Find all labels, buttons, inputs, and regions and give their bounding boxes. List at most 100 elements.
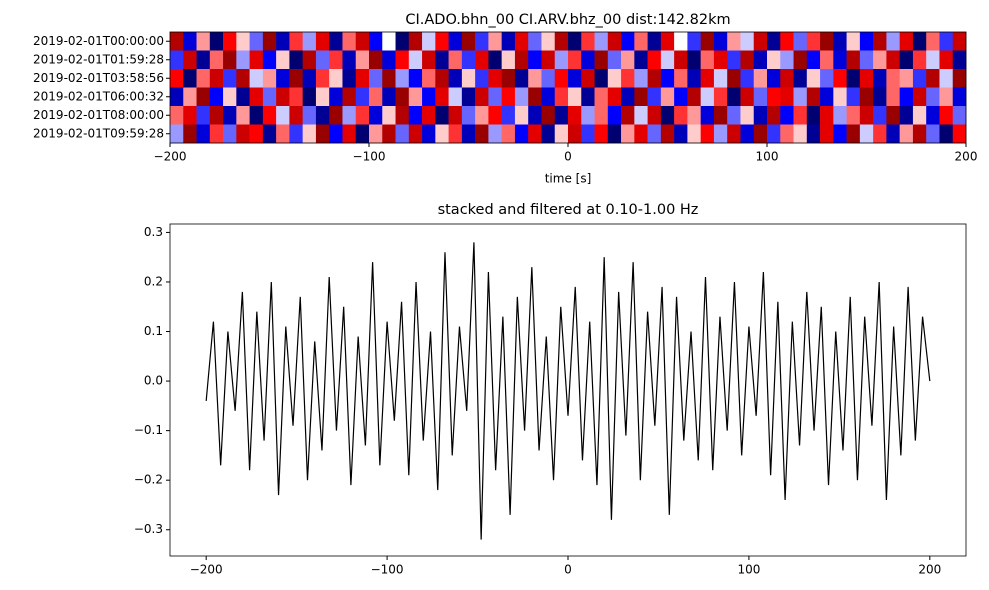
heatmap-cell [767, 32, 781, 51]
y-tick-label: 0.0 [144, 374, 163, 388]
heatmap-cell [554, 106, 569, 125]
heatmap-cell [382, 50, 396, 70]
heatmap-cell [660, 32, 675, 51]
axes-frame [169, 223, 967, 557]
heatmap-cell [926, 32, 940, 51]
heatmap-cell [382, 32, 396, 51]
heatmap-cell [514, 106, 529, 125]
x-tick-label: −200 [154, 150, 187, 164]
heatmap-cell [329, 32, 343, 51]
heatmap-cell [621, 87, 635, 107]
heatmap-cell [514, 124, 529, 144]
heatmap-cell [209, 87, 224, 107]
heatmap-cell [302, 124, 317, 144]
heatmap-cell [912, 124, 927, 144]
heatmap-cell [209, 50, 224, 70]
heatmap-cell [236, 50, 250, 70]
y-tick-label: 2019-02-01T06:00:32 [33, 89, 164, 103]
heatmap-cell [594, 69, 609, 88]
heatmap-cell [223, 87, 237, 107]
heatmap-cell [886, 124, 900, 144]
y-tick-label: −0.3 [134, 522, 163, 536]
heatmap-cell [700, 50, 715, 70]
heatmap-cell [780, 50, 794, 70]
heatmap-cell [607, 87, 622, 107]
heatmap-cell [687, 124, 701, 144]
heatmap-cell [315, 69, 330, 88]
y-tick-label: −0.1 [134, 423, 163, 437]
heatmap-cell [713, 69, 728, 88]
heatmap-cell [899, 32, 914, 51]
heatmap-cell [315, 32, 330, 51]
heatmap-cell [674, 106, 688, 125]
heatmap-cell [568, 50, 582, 70]
heatmap-cell [952, 124, 967, 144]
heatmap-cell [859, 124, 874, 144]
heatmap-cell [408, 87, 423, 107]
heatmap-cell [395, 50, 410, 70]
heatmap-cell [806, 69, 821, 88]
heatmap-cell [223, 106, 237, 125]
heatmap-cell [554, 32, 569, 51]
heatmap-cell [621, 106, 635, 125]
heatmap-cell [408, 32, 423, 51]
x-tick-label: −200 [190, 563, 223, 577]
heatmap-cell [767, 106, 781, 125]
heatmap-cell [488, 32, 502, 51]
heatmap-cell [302, 106, 317, 125]
heatmap-cell [170, 124, 184, 144]
heatmap-cell [461, 106, 476, 125]
heatmap-cell [912, 87, 927, 107]
heatmap-cell [422, 87, 436, 107]
heatmap-cell [528, 50, 542, 70]
heatmap-cell [223, 50, 237, 70]
heatmap-cell [501, 87, 516, 107]
heatmap-cell [912, 50, 927, 70]
heatmap-cell [514, 87, 529, 107]
heatmap-cell [780, 69, 794, 88]
heatmap-cell [753, 106, 768, 125]
heatmap-cell [236, 87, 250, 107]
heatmap-cell [740, 87, 755, 107]
heatmap-cell [793, 87, 808, 107]
heatmap-cell [541, 50, 556, 70]
heatmap-cell [541, 124, 556, 144]
heatmap-cell [926, 69, 940, 88]
heatmap-cell [196, 69, 211, 88]
heatmap-cell [820, 50, 834, 70]
heatmap-cell [594, 32, 609, 51]
heatmap-cell [183, 50, 197, 70]
heatmap-cell [183, 69, 197, 88]
y-tick-label: 0.3 [144, 225, 163, 239]
heatmap-cell [581, 106, 595, 125]
heatmap-cell [846, 106, 861, 125]
heatmap-cell [767, 69, 781, 88]
heatmap-cell [408, 106, 423, 125]
heatmap-cell [183, 87, 197, 107]
heatmap-cell [528, 106, 542, 125]
heatmap-cell [886, 106, 900, 125]
heatmap-cell [846, 32, 861, 51]
heatmap-cell [873, 124, 887, 144]
heatmap-cell [382, 69, 396, 88]
heatmap-cell [369, 32, 383, 51]
heatmap-cell [276, 32, 290, 51]
heatmap-cell [873, 32, 887, 51]
heatmap-cell [820, 87, 834, 107]
heatmap-cell [395, 106, 410, 125]
heatmap-cell [621, 32, 635, 51]
heatmap-cell [820, 106, 834, 125]
heatmap-cell [501, 50, 516, 70]
heatmap-cell [223, 32, 237, 51]
heatmap-cell [674, 124, 688, 144]
y-tick-label: 0.2 [144, 274, 163, 288]
heatmap-cell [899, 124, 914, 144]
heatmap-cell [727, 69, 741, 88]
heatmap-cell [382, 124, 396, 144]
heatmap-cell [302, 69, 317, 88]
heatmap-cell [793, 32, 808, 51]
heatmap-cell [554, 87, 569, 107]
heatmap-cell [674, 32, 688, 51]
heatmap-cell [249, 32, 264, 51]
heatmap-cell [713, 87, 728, 107]
